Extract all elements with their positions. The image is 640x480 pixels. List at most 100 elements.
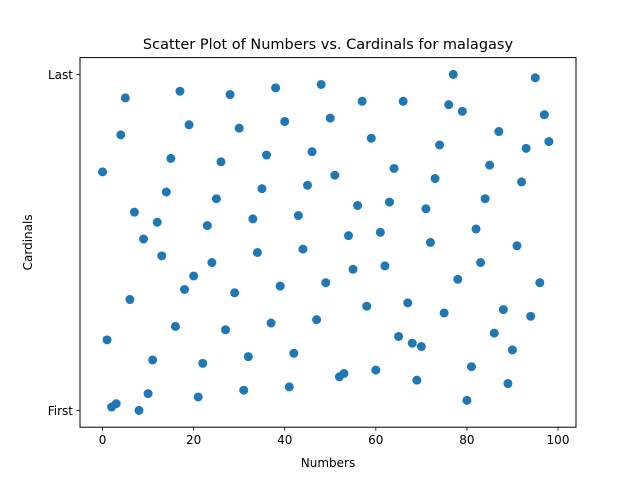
data-point bbox=[431, 174, 440, 183]
data-point bbox=[244, 352, 253, 361]
data-point bbox=[235, 124, 244, 133]
data-point bbox=[280, 117, 289, 126]
data-point bbox=[257, 184, 266, 193]
data-point bbox=[408, 339, 417, 348]
plot-frame bbox=[80, 58, 576, 428]
data-point bbox=[472, 224, 481, 233]
x-tick-label: 60 bbox=[368, 433, 383, 447]
data-point bbox=[371, 366, 380, 375]
data-point bbox=[148, 356, 157, 365]
data-point bbox=[198, 359, 207, 368]
x-axis-label: Numbers bbox=[301, 456, 355, 470]
data-point bbox=[517, 177, 526, 186]
data-point bbox=[175, 87, 184, 96]
data-point bbox=[353, 201, 362, 210]
data-point bbox=[130, 208, 139, 217]
data-point bbox=[485, 161, 494, 170]
chart-title: Scatter Plot of Numbers vs. Cardinals fo… bbox=[143, 37, 514, 53]
data-point bbox=[467, 362, 476, 371]
y-tick-label: First bbox=[48, 404, 74, 418]
data-point bbox=[116, 130, 125, 139]
data-point bbox=[226, 90, 235, 99]
x-tick-label: 40 bbox=[277, 433, 292, 447]
data-point bbox=[458, 107, 467, 116]
data-point bbox=[248, 214, 257, 223]
data-point bbox=[394, 332, 403, 341]
data-point bbox=[508, 345, 517, 354]
data-point bbox=[440, 308, 449, 317]
data-point bbox=[189, 272, 198, 281]
data-point bbox=[112, 399, 121, 408]
data-point bbox=[544, 137, 553, 146]
data-point bbox=[367, 134, 376, 143]
data-point bbox=[531, 73, 540, 82]
data-point bbox=[180, 285, 189, 294]
data-point bbox=[540, 110, 549, 119]
data-point bbox=[153, 218, 162, 227]
data-point bbox=[125, 295, 134, 304]
data-point bbox=[312, 315, 321, 324]
data-point bbox=[339, 369, 348, 378]
data-point bbox=[358, 97, 367, 106]
data-point bbox=[212, 194, 221, 203]
data-point bbox=[426, 238, 435, 247]
data-point bbox=[513, 241, 522, 250]
data-point bbox=[503, 379, 512, 388]
data-point bbox=[207, 258, 216, 267]
data-point bbox=[162, 188, 171, 197]
data-point bbox=[303, 181, 312, 190]
data-point bbox=[134, 406, 143, 415]
data-point bbox=[403, 298, 412, 307]
data-point bbox=[326, 114, 335, 123]
data-point bbox=[321, 278, 330, 287]
x-tick-label: 100 bbox=[547, 433, 570, 447]
data-point bbox=[344, 231, 353, 240]
data-point bbox=[526, 312, 535, 321]
data-point bbox=[362, 302, 371, 311]
data-point bbox=[239, 386, 248, 395]
x-axis: 0 20 40 60 80 100 bbox=[99, 427, 570, 447]
data-point bbox=[267, 319, 276, 328]
data-point bbox=[253, 248, 262, 257]
data-point bbox=[194, 392, 203, 401]
data-point bbox=[294, 211, 303, 220]
data-point bbox=[522, 144, 531, 153]
data-point bbox=[121, 93, 130, 102]
y-axis-label: Cardinals bbox=[21, 214, 35, 270]
data-point bbox=[449, 70, 458, 79]
data-point bbox=[216, 157, 225, 166]
data-point bbox=[262, 151, 271, 160]
data-point bbox=[435, 140, 444, 149]
data-point bbox=[499, 305, 508, 314]
data-point bbox=[412, 376, 421, 385]
data-point bbox=[166, 154, 175, 163]
data-point bbox=[330, 171, 339, 180]
data-point bbox=[285, 382, 294, 391]
data-point bbox=[276, 282, 285, 291]
data-point bbox=[385, 198, 394, 207]
data-point bbox=[399, 97, 408, 106]
data-point bbox=[494, 127, 503, 136]
data-point bbox=[380, 261, 389, 270]
data-point bbox=[98, 167, 107, 176]
data-point bbox=[271, 83, 280, 92]
data-point bbox=[481, 194, 490, 203]
data-point bbox=[144, 389, 153, 398]
data-point bbox=[298, 245, 307, 254]
data-point bbox=[417, 342, 426, 351]
data-point bbox=[453, 275, 462, 284]
x-tick-label: 20 bbox=[186, 433, 201, 447]
data-point bbox=[376, 228, 385, 237]
data-point bbox=[103, 335, 112, 344]
y-axis: First Last bbox=[48, 68, 80, 418]
data-point bbox=[157, 251, 166, 260]
data-point bbox=[444, 100, 453, 109]
data-point bbox=[462, 396, 471, 405]
x-tick-label: 0 bbox=[99, 433, 107, 447]
data-point bbox=[308, 147, 317, 156]
data-point bbox=[421, 204, 430, 213]
data-point bbox=[349, 265, 358, 274]
data-point bbox=[185, 120, 194, 129]
